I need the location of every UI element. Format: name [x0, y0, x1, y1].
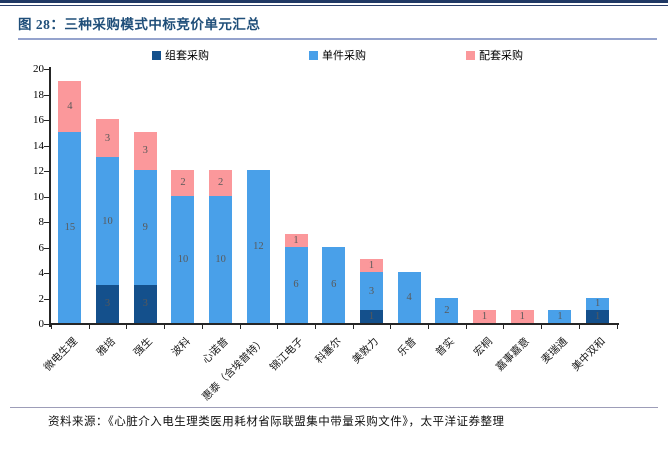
y-axis-tick-label: 4: [38, 267, 45, 279]
stacked-bar-chart: 0 2 4 6 8 10 12 14 16 18 20 4 15 3 10 3 3 9 3 2 10 2 10 12 1 6 6 1 3…: [0, 63, 668, 410]
bar-13: 1: [510, 70, 534, 323]
bar-10: 4: [397, 70, 421, 323]
bar-11: 2: [435, 70, 459, 323]
legend-label: 单件采购: [322, 50, 366, 62]
y-axis-tick: [44, 196, 49, 198]
y-axis-tick: [44, 273, 49, 274]
y-axis-tick: [44, 247, 49, 249]
bar-segment: 2: [171, 170, 195, 196]
x-axis-tick: [277, 325, 279, 329]
bar-12: 1: [473, 70, 497, 323]
x-axis-tick: [88, 325, 90, 329]
bar-segment: 1: [586, 310, 610, 323]
bar-segment: 15: [58, 131, 82, 323]
x-axis-tick: [51, 325, 52, 329]
y-axis-tick-label: 8: [38, 216, 45, 228]
bar-segment: 1: [586, 297, 610, 311]
y-axis-tick: [44, 324, 49, 325]
bar-segment: 3: [359, 272, 383, 311]
bar-segment: 9: [133, 170, 157, 285]
bar-segment: 10: [171, 195, 195, 323]
figure-title: 图 28：三种采购模式中标竞价单元汇总: [18, 6, 657, 40]
x-axis-tick: [541, 325, 543, 329]
legend-item-zutao: 组套采购: [152, 47, 209, 63]
legend-label: 配套采购: [479, 50, 523, 62]
bar-segment: 2: [435, 297, 459, 323]
bar-segment: 1: [548, 310, 572, 323]
bar-segment: 4: [58, 80, 82, 132]
bar-14: 1: [548, 70, 572, 323]
y-axis-tick-label: 2: [38, 292, 45, 305]
bar-segment: 6: [284, 246, 308, 323]
bar-segment: 3: [133, 131, 157, 170]
bar-segment: 1: [284, 233, 308, 247]
bar-5: 2 10: [209, 70, 233, 323]
x-axis-tick: [503, 325, 505, 329]
y-axis-tick-label: 12: [33, 165, 44, 177]
y-axis-tick: [44, 94, 49, 96]
y-axis-tick-label: 20: [33, 63, 44, 75]
bar-segment: 10: [96, 157, 120, 285]
y-axis-tick: [44, 222, 49, 223]
legend-item-danjian: 单件采购: [309, 47, 366, 63]
y-axis-tick-label: 14: [33, 139, 44, 152]
bar-segment: 1: [510, 310, 534, 323]
y-axis-tick-label: 0: [38, 318, 45, 330]
bar-segment: 1: [473, 310, 497, 323]
legend-item-peitao: 配套采购: [466, 47, 523, 63]
x-axis-tick: [239, 325, 241, 329]
bar-2: 3 10 3: [96, 70, 120, 323]
x-axis-tick: [126, 325, 128, 329]
y-axis-tick-label: 16: [33, 114, 44, 126]
bar-segment: 10: [209, 195, 233, 323]
x-axis-tick: [164, 325, 166, 329]
x-axis-tick: [465, 325, 467, 329]
bar-segment: 2: [209, 170, 233, 196]
x-axis-tick: [201, 325, 203, 329]
bar-8: 6: [322, 70, 346, 323]
bar-4: 2 10: [171, 70, 195, 323]
x-axis-tick: [616, 325, 618, 329]
chart-legend: 组套采购 单件采购 配套采购: [0, 47, 668, 63]
y-axis-tick: [44, 145, 49, 147]
bar-segment: 4: [397, 272, 421, 323]
bar-segment: 3: [96, 119, 120, 158]
y-axis-line: [49, 67, 51, 327]
bar-segment: 6: [322, 246, 346, 323]
bar-segment: 3: [133, 284, 157, 323]
x-axis-tick: [314, 325, 316, 329]
legend-swatch-danjian-icon: [309, 50, 318, 60]
bar-segment: 1: [359, 259, 383, 272]
y-axis-tick: [44, 120, 49, 121]
y-axis-tick-label: 18: [33, 88, 44, 101]
footer-rule: [10, 407, 658, 408]
top-border-rule: [0, 0, 668, 6]
legend-swatch-zutao-icon: [152, 50, 161, 60]
bar-1: 4 15: [58, 70, 82, 323]
x-axis-tick: [352, 325, 354, 329]
bar-6: 12: [246, 70, 270, 323]
x-axis-tick: [390, 325, 392, 329]
bar-segment: 3: [96, 284, 120, 323]
legend-swatch-peitao-icon: [466, 50, 475, 60]
bar-segment: 12: [246, 170, 270, 323]
x-axis-line: [49, 323, 619, 325]
y-axis-tick-label: 10: [33, 190, 44, 203]
y-axis-tick: [44, 298, 49, 300]
y-axis-tick: [44, 171, 49, 172]
y-axis-tick-label: 6: [38, 241, 45, 254]
source-note: 资料来源：《心脏介入电生理类医用耗材省际联盟集中带量采购文件》，太平洋证券整理: [48, 416, 505, 428]
y-axis-tick: [44, 69, 49, 70]
x-axis-tick: [578, 325, 580, 329]
bar-segment: 1: [359, 310, 383, 323]
legend-label: 组套采购: [165, 50, 209, 62]
x-axis-tick: [428, 325, 429, 329]
